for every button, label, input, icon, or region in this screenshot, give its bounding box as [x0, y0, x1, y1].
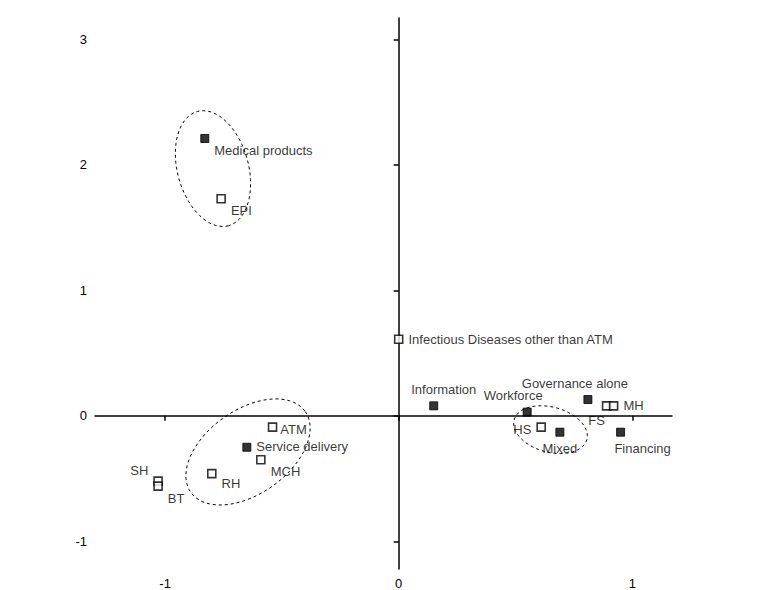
svg-text:ATM: ATM — [280, 422, 306, 437]
svg-text:Medical products: Medical products — [214, 143, 313, 158]
svg-text:1: 1 — [629, 576, 636, 590]
svg-text:BT: BT — [168, 491, 185, 506]
svg-text:-1: -1 — [159, 576, 171, 590]
svg-text:3: 3 — [80, 32, 87, 47]
svg-text:FS: FS — [588, 413, 605, 428]
svg-text:Mixed: Mixed — [543, 441, 578, 456]
svg-text:Governance alone: Governance alone — [522, 376, 628, 391]
svg-text:Financing: Financing — [614, 441, 670, 456]
svg-text:0: 0 — [395, 576, 402, 590]
svg-text:2: 2 — [80, 157, 87, 172]
svg-text:MCH: MCH — [271, 464, 301, 479]
svg-text:1: 1 — [80, 283, 87, 298]
svg-text:MH: MH — [623, 398, 643, 413]
svg-text:SH: SH — [130, 463, 148, 478]
svg-text:-1: -1 — [75, 534, 87, 549]
svg-text:0: 0 — [80, 408, 87, 423]
svg-text:Workforce: Workforce — [483, 387, 543, 403]
svg-text:Infectious Diseases other than: Infectious Diseases other than ATM — [408, 332, 612, 347]
svg-text:Service delivery: Service delivery — [256, 439, 348, 454]
svg-text:EPI: EPI — [231, 203, 252, 218]
svg-text:RH: RH — [222, 476, 241, 491]
svg-text:Information: Information — [411, 382, 476, 397]
svg-text:HS: HS — [513, 422, 531, 437]
